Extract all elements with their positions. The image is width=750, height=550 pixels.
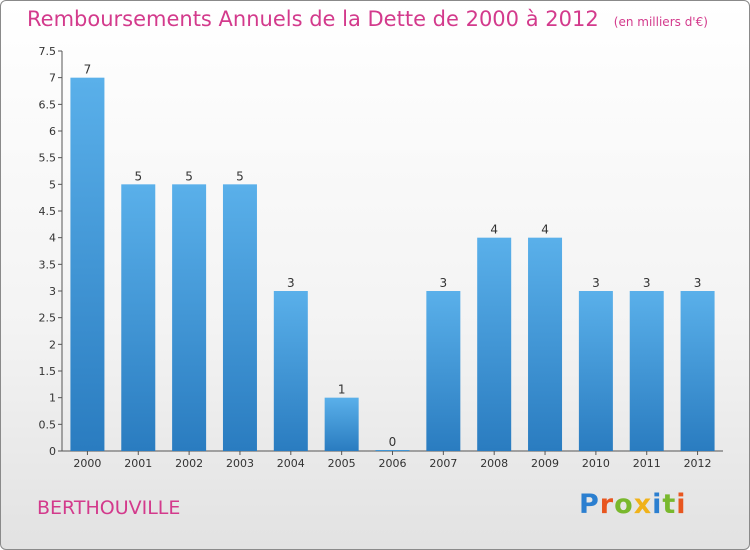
x-tick-label: 2009 (531, 457, 559, 470)
bar (324, 397, 359, 451)
data-label: 3 (287, 276, 295, 290)
axes: 0 0.5 1 1.5 2 2.5 3 3.5 4 4.5 5 5.5 6 6.5 7 7.5 2000 2001… (39, 45, 723, 470)
x-tick-label: 2003 (226, 457, 254, 470)
logo-letter: r (599, 489, 615, 520)
data-label: 4 (541, 223, 549, 237)
title-row: Remboursements Annuels de la Dette de 20… (27, 7, 708, 31)
y-tick-label: 2.5 (39, 312, 57, 325)
y-tick-label: 6.5 (39, 98, 57, 111)
y-tick-label: 4.5 (39, 205, 57, 218)
chart-subtitle: (en milliers d'€) (613, 15, 708, 29)
x-tick-label: 2005 (328, 457, 356, 470)
y-tick-label: 5.5 (39, 152, 57, 165)
x-tick-label: 2004 (277, 457, 305, 470)
x-tick-label: 2011 (633, 457, 661, 470)
data-label: 3 (643, 276, 651, 290)
y-tick-label: 7 (49, 72, 56, 85)
data-label: 4 (490, 223, 498, 237)
bar (629, 291, 664, 451)
y-tick-label: 4 (49, 232, 56, 245)
data-label: 5 (185, 169, 193, 183)
x-tick-label: 2002 (175, 457, 203, 470)
y-tick-label: 6 (49, 125, 56, 138)
x-tick-label: 2001 (124, 457, 152, 470)
commune-name: BERTHOUVILLE (37, 497, 181, 519)
data-label: 7 (84, 63, 92, 77)
proxiti-logo: Proxiti (579, 489, 687, 520)
data-label: 3 (694, 276, 702, 290)
logo-letter: P (579, 489, 600, 520)
bar (426, 291, 461, 451)
logo-letter: o (614, 489, 634, 520)
bar (477, 237, 512, 451)
y-tick-label: 0 (49, 445, 56, 458)
data-label: 5 (236, 169, 244, 183)
logo-letter: i (652, 489, 663, 520)
data-label: 3 (592, 276, 600, 290)
y-tick-label: 1 (49, 392, 56, 405)
bar (121, 184, 156, 452)
bar (680, 291, 715, 451)
x-tick-label: 2007 (429, 457, 457, 470)
bar (578, 291, 613, 451)
logo-letter: i (676, 489, 687, 520)
bars (70, 77, 715, 452)
data-label: 3 (440, 276, 448, 290)
y-tick-label: 2 (49, 338, 56, 351)
chart-title: Remboursements Annuels de la Dette de 20… (27, 7, 599, 31)
logo-letter: x (633, 489, 653, 520)
y-tick-label: 0.5 (39, 418, 57, 431)
x-tick-label: 2010 (582, 457, 610, 470)
bar (172, 184, 207, 452)
y-tick-label: 5 (49, 178, 56, 191)
bar (222, 184, 257, 452)
x-tick-label: 2000 (73, 457, 101, 470)
labels: 7 5 5 5 3 1 0 3 4 4 3 3 3 (84, 63, 702, 449)
x-tick-label: 2008 (480, 457, 508, 470)
data-label: 0 (389, 435, 397, 449)
bar (273, 291, 308, 451)
bar (70, 77, 105, 452)
y-tick-label: 7.5 (39, 45, 57, 58)
x-tick-label: 2006 (379, 457, 407, 470)
x-tick-label: 2012 (684, 457, 712, 470)
data-label: 1 (338, 383, 346, 397)
y-tick-label: 3.5 (39, 258, 57, 271)
bar (375, 450, 410, 451)
bar (528, 237, 563, 451)
logo-letter: t (662, 489, 677, 520)
y-tick-label: 3 (49, 285, 56, 298)
y-tick-label: 1.5 (39, 365, 57, 378)
data-label: 5 (134, 169, 142, 183)
